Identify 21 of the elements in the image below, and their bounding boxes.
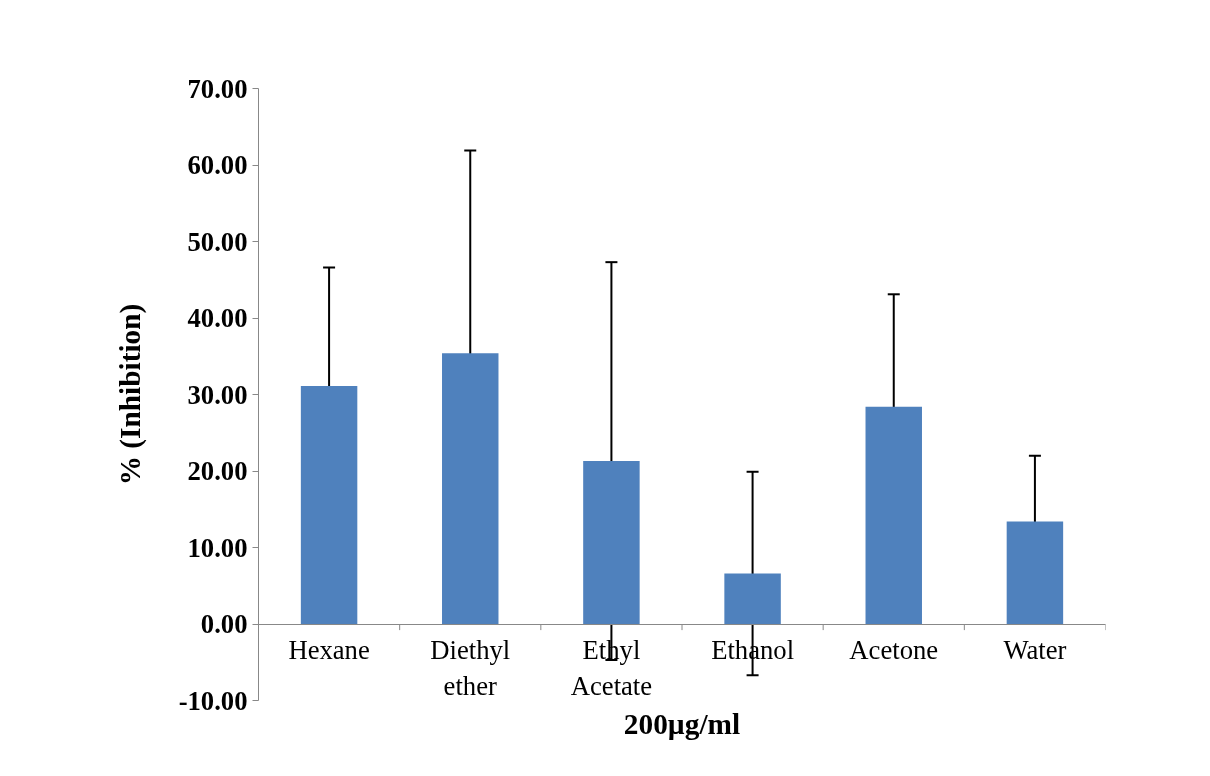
y-tick-label: 40.00 [187,303,248,333]
bar [583,461,640,624]
y-tick-label: 70.00 [187,73,248,104]
bar [300,386,358,624]
y-tick-label: 50.00 [187,226,248,257]
x-tick-label: Hexane [288,635,370,665]
bar [865,406,922,624]
y-tick-label: 20.00 [187,456,248,486]
y-tick-label: -10.00 [178,685,248,716]
bar [724,573,781,624]
y-tick-label: 30.00 [187,379,248,410]
bar [1006,521,1064,624]
y-tick-label: 0.00 [200,609,248,639]
x-tick-label: Water [1003,635,1067,665]
x-tick-label: Diethyl ether [430,635,511,701]
y-tick-label: 60.00 [187,150,248,180]
x-tick-label: Acetone [849,635,939,665]
y-axis-title: % (Inhibition) [113,303,147,486]
y-tick-label: 10.00 [187,532,248,563]
bar [442,353,499,624]
x-axis-title: 200µg/ml [623,707,741,740]
